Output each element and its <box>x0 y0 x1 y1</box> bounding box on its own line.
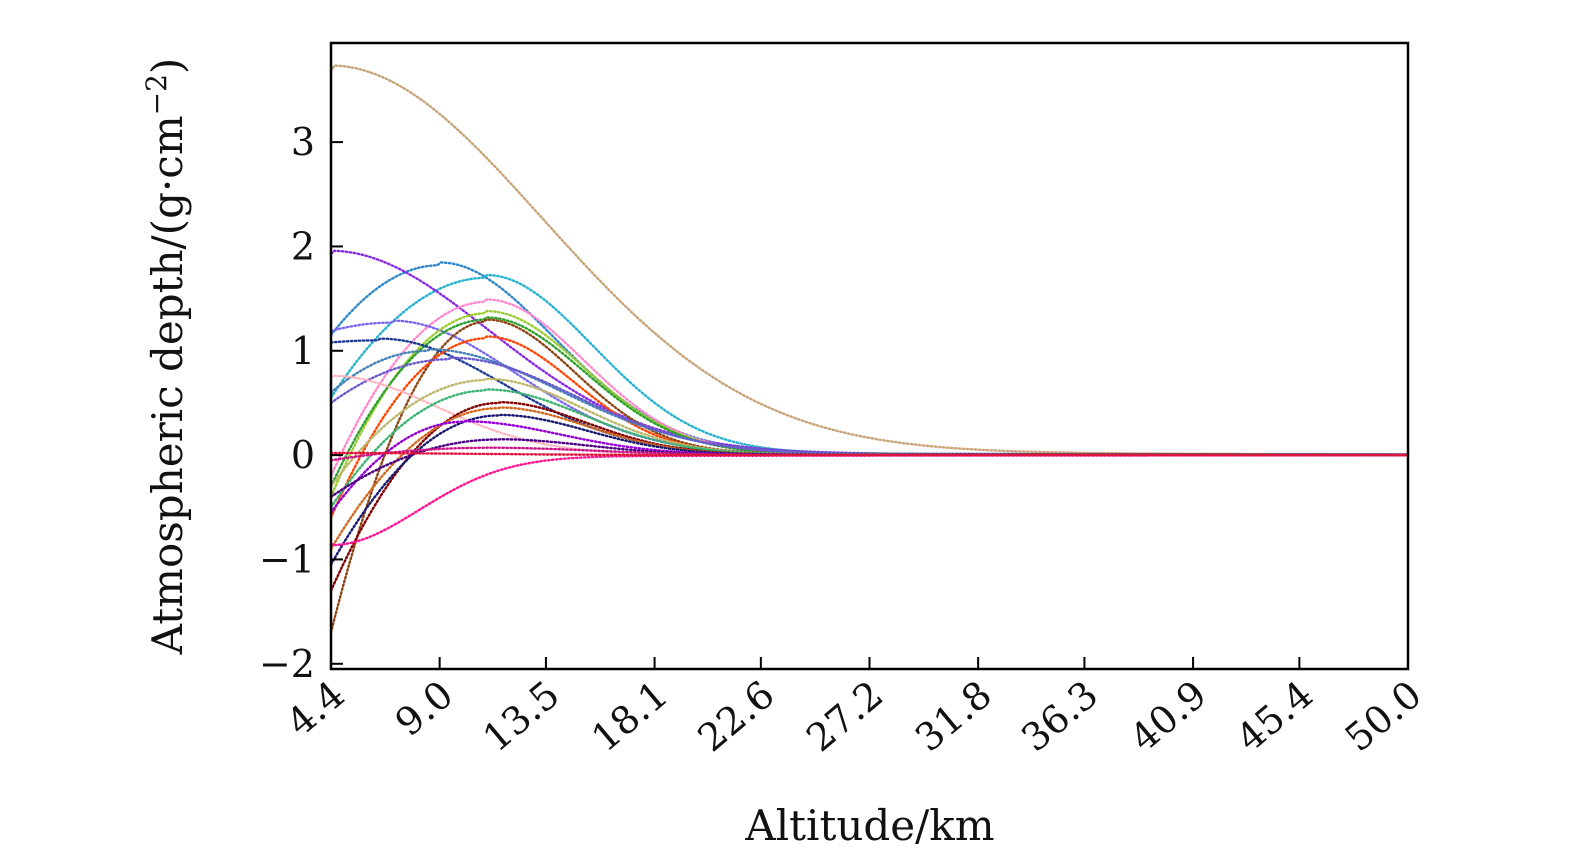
series-line-9 <box>329 318 1410 634</box>
y-tick-label: 2 <box>291 224 315 268</box>
x-tick-label: 22.6 <box>690 672 783 760</box>
x-tick-label: 45.4 <box>1228 672 1321 760</box>
x-tick-label: 9.0 <box>387 672 462 745</box>
y-tick-label: 0 <box>291 433 315 477</box>
series-line-20 <box>329 419 1410 514</box>
series-line-5 <box>329 298 1410 478</box>
plot-frame <box>329 41 1410 671</box>
series-line-8 <box>329 316 1410 488</box>
y-axis-title: Atmospheric depth/(g·cm−2) <box>140 58 193 656</box>
y-axis: −2 −1 0 1 2 3 <box>259 120 343 686</box>
x-tick-label: 40.9 <box>1122 672 1215 760</box>
series-line-1 <box>329 64 1410 456</box>
y-tick-label: 1 <box>291 329 315 373</box>
series-line-6 <box>329 319 1410 456</box>
y-tick-label: −2 <box>259 642 315 686</box>
y-tick-label: −1 <box>259 537 315 581</box>
series-layer <box>329 64 1410 634</box>
x-axis: 4.4 9.0 13.5 18.1 22.6 27.2 31.8 36.3 40.9 45.4 50… <box>278 657 1430 760</box>
x-axis-title: Altitude/km <box>744 801 994 850</box>
series-line-15 <box>329 377 1410 488</box>
y-axis-title-exponent: −2 <box>140 74 173 115</box>
series-line-3 <box>329 273 1410 456</box>
y-axis-title-main: Atmospheric depth/(g·cm <box>143 115 192 655</box>
y-axis-title-close: ) <box>143 58 192 74</box>
series-line-23 <box>329 454 1410 547</box>
x-tick-label: 27.2 <box>798 672 891 760</box>
x-tick-label: 13.5 <box>475 672 568 760</box>
y-tick-label: 3 <box>291 120 315 164</box>
x-tick-label: 36.3 <box>1013 672 1106 760</box>
x-tick-label: 18.1 <box>583 672 676 760</box>
series-line-24 <box>329 451 1410 457</box>
x-tick-label: 50.0 <box>1337 672 1430 760</box>
series-line-18 <box>329 406 1410 551</box>
x-tick-label: 31.8 <box>907 672 1000 760</box>
